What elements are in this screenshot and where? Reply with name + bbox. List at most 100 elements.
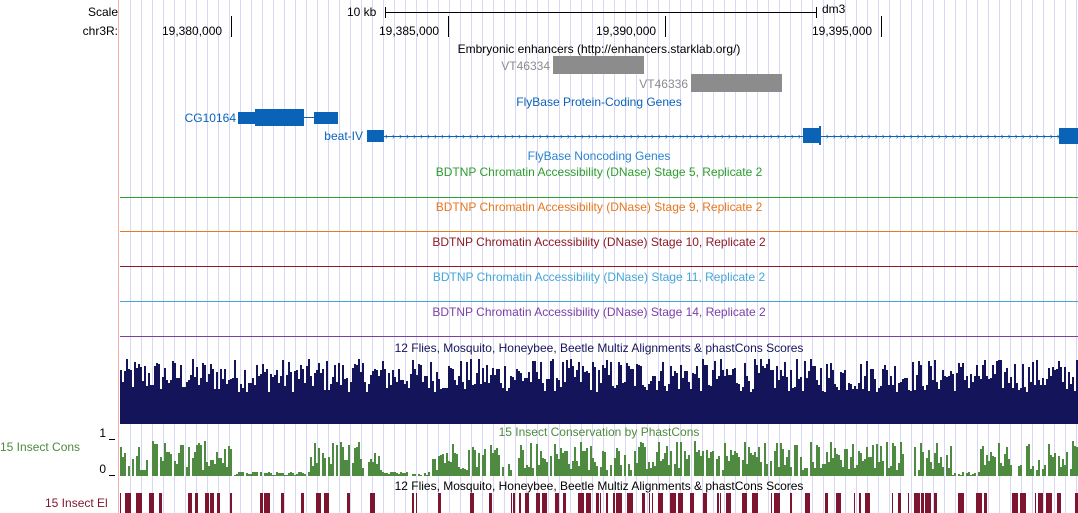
grid-line: [834, 0, 835, 513]
insect-cons-axis-tick: [109, 475, 115, 476]
grid-line: [581, 0, 582, 513]
grid-line: [537, 0, 538, 513]
grid-line: [152, 0, 153, 513]
grid-line: [889, 0, 890, 513]
grid-line: [174, 0, 175, 513]
grid-line: [1054, 0, 1055, 513]
grid-line: [691, 0, 692, 513]
grid-line: [306, 0, 307, 513]
grid-line: [317, 0, 318, 513]
grid-line: [812, 0, 813, 513]
enhancer-label[interactable]: VT46336: [639, 77, 688, 91]
grid-line: [284, 0, 285, 513]
grid-line: [427, 0, 428, 513]
flybase-noncoding-track-title: FlyBase Noncoding Genes: [527, 149, 671, 163]
assembly-label: dm3: [822, 2, 846, 16]
gene-strand-chevrons: ››››››››››››››››››››››››››››››››››››››››…: [385, 131, 1078, 141]
grid-line: [944, 0, 945, 513]
dnase-track-title: BDTNP Chromatin Accessibility (DNase) St…: [435, 200, 763, 214]
grid-line: [702, 0, 703, 513]
scale-bar: [385, 12, 817, 13]
dnase-track-title: BDTNP Chromatin Accessibility (DNase) St…: [432, 235, 766, 249]
grid-line: [262, 0, 263, 513]
grid-line: [163, 0, 164, 513]
gene-exon[interactable]: [803, 128, 819, 143]
dnase-signal-baseline[interactable]: [120, 266, 1078, 267]
grid-line: [405, 0, 406, 513]
grid-line: [1032, 0, 1033, 513]
dnase-track-title: BDTNP Chromatin Accessibility (DNase) St…: [432, 270, 766, 284]
grid-line: [1043, 0, 1044, 513]
grid-line: [713, 0, 714, 513]
gene-exon[interactable]: [314, 112, 338, 124]
grid-line: [361, 0, 362, 513]
grid-line: [966, 0, 967, 513]
dnase-track-title: BDTNP Chromatin Accessibility (DNase) St…: [435, 165, 763, 179]
grid-line: [768, 0, 769, 513]
grid-line: [1010, 0, 1011, 513]
dnase-signal-baseline[interactable]: [120, 197, 1078, 198]
scale-label: Scale: [87, 5, 118, 19]
grid-line: [603, 0, 604, 513]
position-tick: [231, 16, 232, 37]
gene-label[interactable]: CG10164: [184, 111, 236, 125]
grid-line: [372, 0, 373, 513]
grid-line: [438, 0, 439, 513]
grid-line: [735, 0, 736, 513]
grid-line: [955, 0, 956, 513]
gene-intron-line: [367, 136, 1078, 137]
grid-line: [229, 0, 230, 513]
enhancer-feature[interactable]: [691, 74, 782, 92]
grid-line: [823, 0, 824, 513]
gene-label[interactable]: beat-IV: [324, 129, 363, 143]
insect-el-elements[interactable]: [120, 493, 1078, 513]
scale-bar-left-cap: [385, 7, 386, 18]
enhancer-feature[interactable]: [553, 56, 644, 74]
gene-exon[interactable]: [819, 126, 821, 145]
grid-line: [471, 0, 472, 513]
dnase-signal-baseline[interactable]: [120, 336, 1078, 337]
grid-line: [449, 0, 450, 513]
position-label: 19,380,000: [162, 24, 223, 38]
insect-cons-wiggle[interactable]: [120, 440, 1078, 476]
grid-line: [856, 0, 857, 513]
insect-cons-axis-max: 1: [99, 426, 106, 440]
grid-line: [757, 0, 758, 513]
insect-cons-track-title: 15 Insect Conservation by PhastCons: [498, 425, 700, 439]
multiz-track-title: 12 Flies, Mosquito, Honeybee, Beetle Mul…: [394, 341, 804, 355]
scale-bar-right-cap: [816, 7, 817, 18]
gene-exon[interactable]: [1059, 128, 1078, 144]
position-tick: [448, 16, 449, 37]
dnase-signal-baseline[interactable]: [120, 301, 1078, 302]
grid-line: [482, 0, 483, 513]
gene-exon[interactable]: [238, 112, 255, 124]
position-label: 19,390,000: [596, 24, 657, 38]
insect-cons-side-label[interactable]: 15 Insect Cons: [0, 440, 81, 454]
insect-cons-axis-tick: [109, 439, 115, 440]
gene-exon[interactable]: [367, 130, 384, 142]
multiz-conservation-wiggle[interactable]: [120, 358, 1078, 424]
insect-el-side-label[interactable]: 15 Insect El: [45, 496, 108, 510]
position-tick: [881, 16, 882, 37]
position-label: 19,395,000: [812, 24, 873, 38]
grid-line: [515, 0, 516, 513]
grid-line: [240, 0, 241, 513]
grid-line: [504, 0, 505, 513]
insect-cons-axis-min: 0: [99, 462, 106, 476]
grid-line: [801, 0, 802, 513]
grid-line: [130, 0, 131, 513]
grid-line: [680, 0, 681, 513]
enhancer-label[interactable]: VT46334: [501, 59, 550, 73]
insect-el-track-title: 12 Flies, Mosquito, Honeybee, Beetle Mul…: [394, 479, 804, 493]
gene-exon[interactable]: [255, 109, 304, 126]
grid-line: [570, 0, 571, 513]
grid-line: [350, 0, 351, 513]
grid-line: [1021, 0, 1022, 513]
grid-line: [636, 0, 637, 513]
grid-line: [790, 0, 791, 513]
grid-line: [383, 0, 384, 513]
grid-line: [625, 0, 626, 513]
dnase-signal-baseline[interactable]: [120, 231, 1078, 232]
grid-line: [988, 0, 989, 513]
